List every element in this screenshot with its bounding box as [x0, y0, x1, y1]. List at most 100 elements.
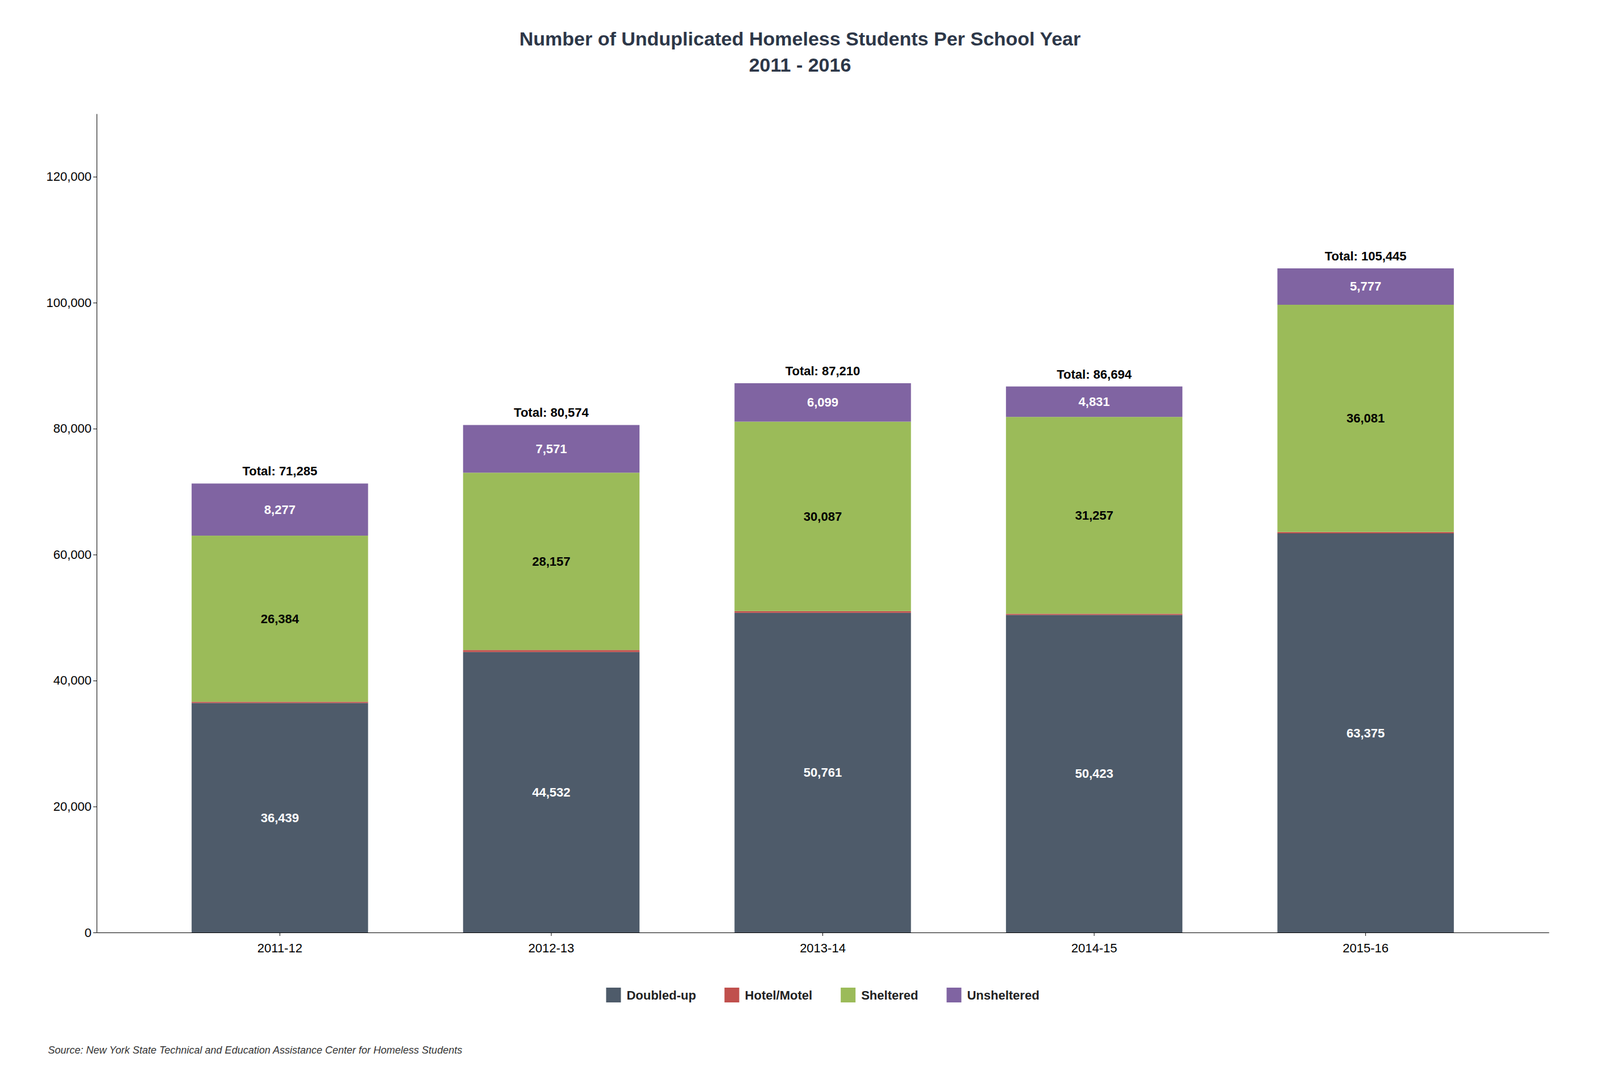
- x-tick-label: 2012-13: [528, 940, 575, 955]
- chart: Number of Unduplicated Homeless Students…: [0, 0, 1600, 1086]
- bar: [734, 611, 911, 613]
- y-tick-label: 20,000: [53, 799, 92, 814]
- legend-item: Sheltered: [840, 987, 918, 1003]
- x-tick-label: 2013-14: [799, 940, 846, 955]
- bar: [1277, 304, 1454, 533]
- y-tick: 60,000: [53, 547, 97, 562]
- data-label: 4,831: [1078, 394, 1111, 409]
- data-label: 50,761: [803, 765, 842, 780]
- series-2: [191, 304, 1454, 702]
- bar: [463, 424, 640, 473]
- x-tick: 2014-15: [1071, 932, 1118, 955]
- series-3: [191, 268, 1454, 536]
- x-tick-label: 2015-16: [1342, 940, 1389, 955]
- bar: [191, 483, 368, 536]
- y-tick-mark: [93, 428, 97, 430]
- y-tick-label: 60,000: [53, 547, 92, 562]
- legend-swatch: [946, 987, 962, 1003]
- legend-swatch: [840, 987, 856, 1003]
- y-tick-label: 100,000: [46, 295, 92, 310]
- x-tick: 2012-13: [528, 932, 575, 955]
- legend-swatch: [605, 987, 621, 1003]
- background: [0, 0, 1600, 1086]
- y-tick-label: 80,000: [53, 421, 92, 436]
- legend-item: Doubled-up: [605, 987, 696, 1003]
- legend: Doubled-up Hotel/Motel Sheltered Unsheltere…: [605, 987, 1040, 1003]
- bar: [734, 421, 911, 612]
- legend-swatch: [724, 987, 740, 1003]
- legend-label: Unsheltered: [966, 987, 1040, 1003]
- x-axis: 2011-12 2012-13 2013-14 2014-15 2015-16: [97, 932, 1550, 955]
- bar: [734, 383, 911, 422]
- bar: [191, 701, 368, 703]
- y-axis-line: [96, 114, 98, 933]
- subtitle: 2011 - 2016: [749, 53, 852, 76]
- x-tick-mark: [550, 932, 552, 936]
- x-tick-mark: [822, 932, 824, 936]
- data-label: 44,532: [532, 784, 571, 800]
- source: Source: New York State Technical and Edu…: [47, 1044, 463, 1056]
- x-tick-mark: [1365, 932, 1366, 936]
- x-tick-mark: [279, 932, 281, 936]
- bar: [463, 649, 640, 652]
- x-tick: 2015-16: [1342, 932, 1389, 955]
- legend-item: Hotel/Motel: [724, 987, 813, 1003]
- data-label: 30,087: [803, 509, 842, 524]
- data-label: 28,157: [532, 554, 571, 569]
- x-tick: 2011-12: [257, 932, 303, 955]
- x-tick-label: 2011-12: [257, 940, 303, 955]
- data-label: 36,081: [1346, 410, 1385, 426]
- total-label: Total: 80,574: [513, 405, 589, 420]
- bar: [191, 702, 368, 933]
- y-tick: 20,000: [53, 799, 97, 814]
- bar: [463, 651, 640, 933]
- bar: [463, 472, 640, 650]
- y-tick-mark: [93, 932, 97, 933]
- bar: [1277, 268, 1454, 305]
- bar: [1006, 386, 1183, 418]
- data-label: 8,277: [264, 502, 296, 517]
- data-label: 31,257: [1074, 508, 1113, 523]
- title: Number of Unduplicated Homeless Students…: [519, 27, 1082, 50]
- data-labels: 36,439 44,532 50,761 50,423 63,375 26,384 28,1…: [260, 279, 1386, 825]
- data-label: 6,099: [807, 395, 839, 410]
- data-label: 7,571: [535, 441, 567, 456]
- legend-label: Doubled-up: [626, 987, 696, 1003]
- y-tick-label: 120,000: [46, 169, 92, 184]
- total-label: Total: 86,694: [1056, 367, 1132, 382]
- y-tick: 80,000: [53, 421, 97, 436]
- y-tick-mark: [93, 176, 97, 178]
- y-tick-mark: [93, 554, 97, 555]
- y-tick: 120,000: [46, 169, 97, 184]
- x-tick-label: 2014-15: [1071, 940, 1118, 955]
- y-tick: 100,000: [46, 295, 97, 310]
- bars: [191, 268, 1454, 933]
- data-label: 5,777: [1349, 279, 1382, 294]
- legend-label: Hotel/Motel: [745, 987, 813, 1003]
- total-label: Total: 87,210: [785, 363, 861, 378]
- bar: [1006, 614, 1183, 933]
- bar: [191, 535, 368, 702]
- bar: [734, 612, 911, 933]
- data-label: 26,384: [260, 611, 300, 626]
- bar: [1277, 533, 1454, 933]
- y-tick-mark: [93, 302, 97, 303]
- legend-label: Sheltered: [861, 987, 918, 1003]
- bar: [1006, 613, 1183, 615]
- y-tick-mark: [93, 680, 97, 681]
- data-label: 63,375: [1346, 725, 1385, 741]
- bar: [1277, 532, 1454, 534]
- data-label: 36,439: [260, 810, 299, 825]
- y-axis: 0 20,000 40,000 60,000 80,000 100,000 120,000: [46, 114, 97, 940]
- total-label: Total: 105,445: [1324, 248, 1407, 264]
- y-tick-label: 40,000: [53, 672, 92, 688]
- y-tick-mark: [93, 805, 97, 807]
- x-tick: 2013-14: [799, 932, 846, 955]
- x-tick-mark: [1094, 932, 1095, 936]
- data-label: 50,423: [1074, 766, 1113, 781]
- total-labels: Total: 71,285 Total: 80,574 Total: 87,210 T…: [242, 248, 1407, 479]
- total-label: Total: 71,285: [242, 463, 318, 479]
- legend-item: Unsheltered: [946, 987, 1040, 1003]
- bar: [1006, 416, 1183, 614]
- y-tick-label: 0: [84, 925, 92, 940]
